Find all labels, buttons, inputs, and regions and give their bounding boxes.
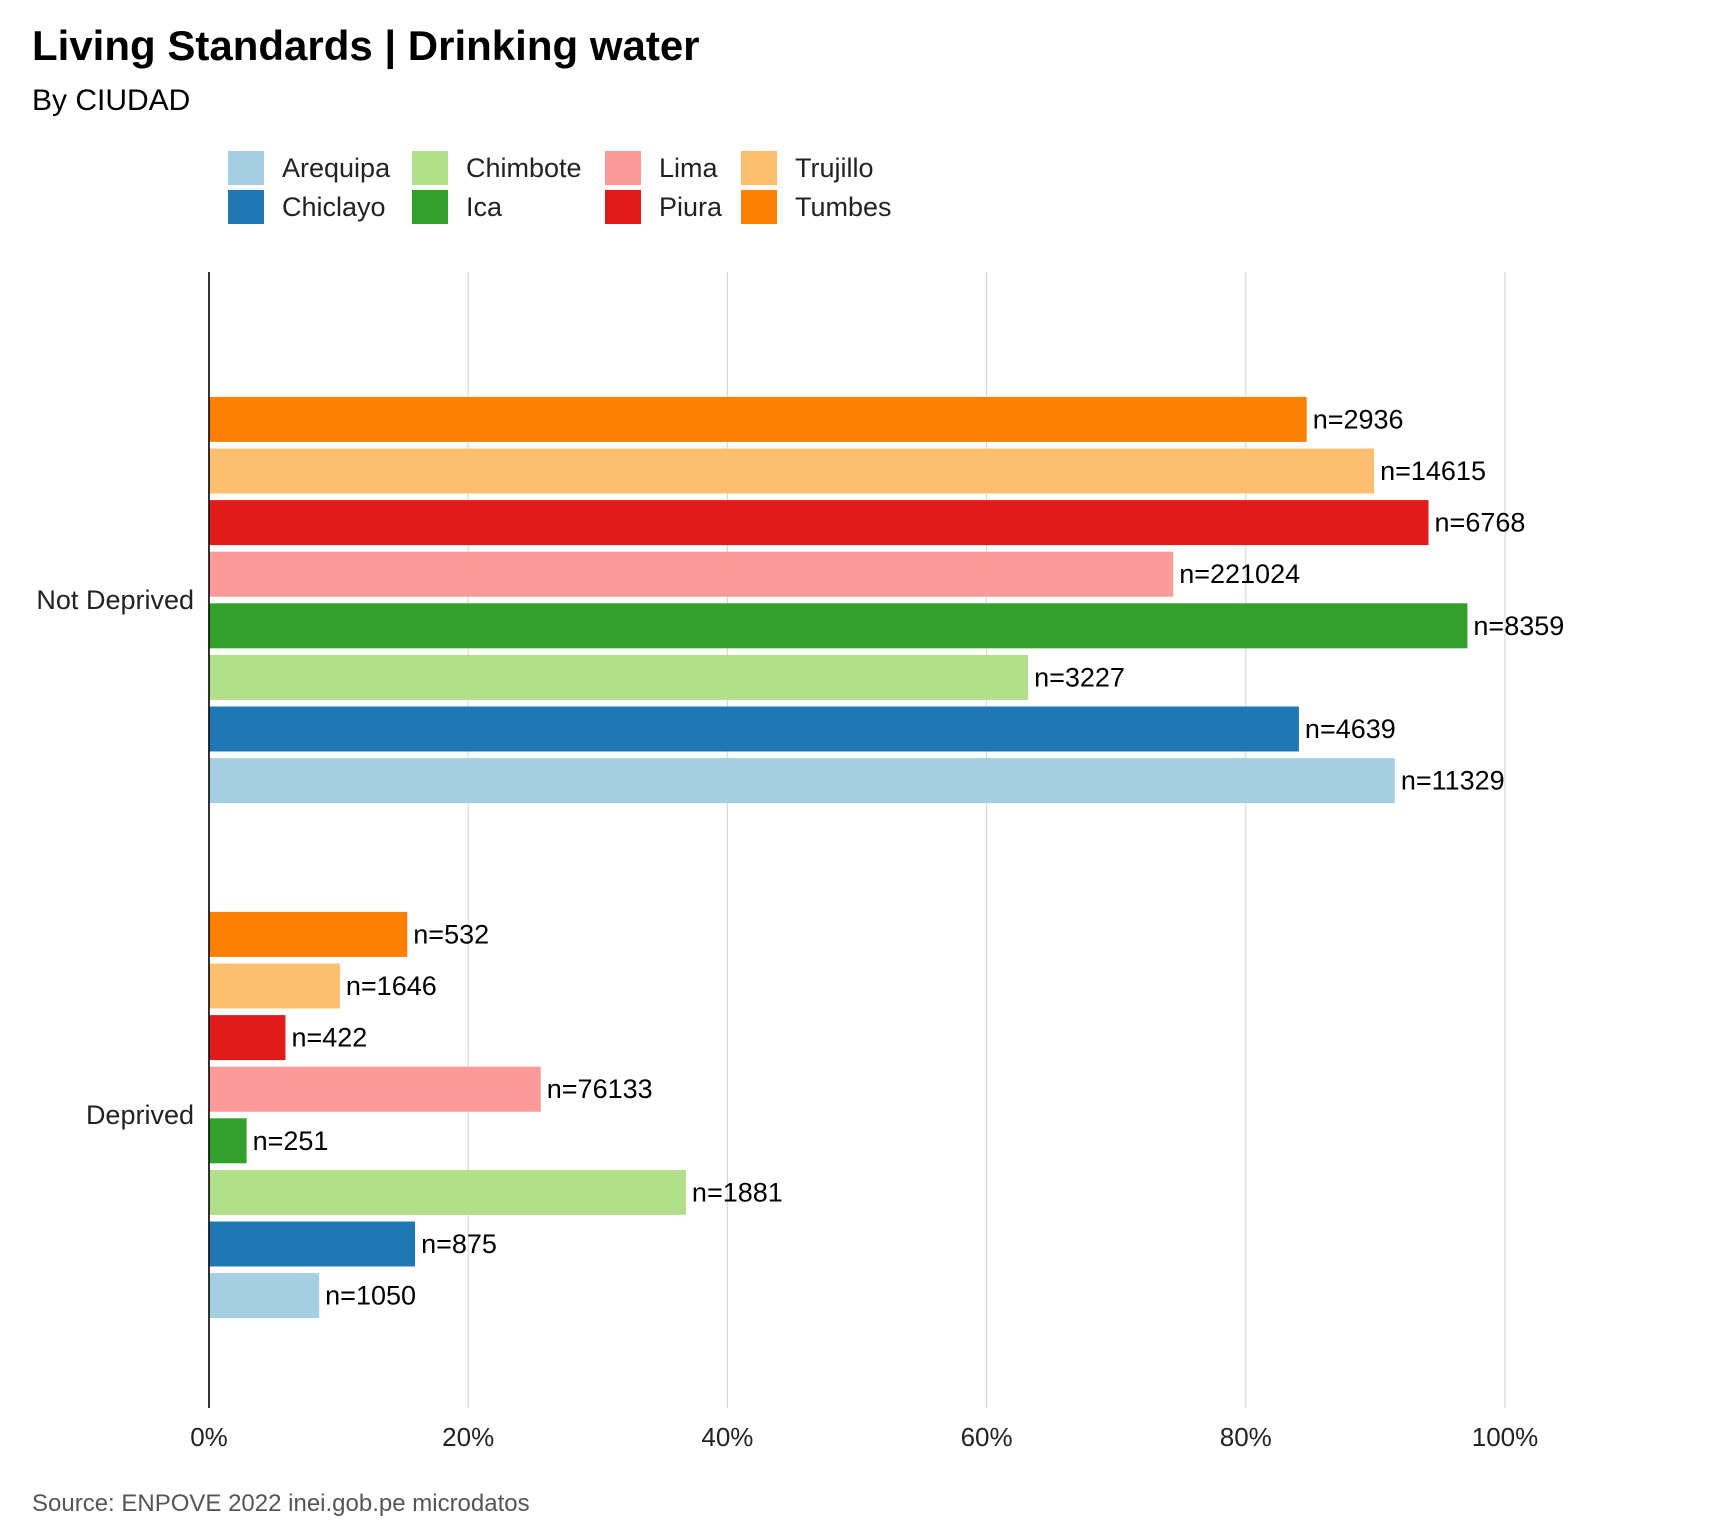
bar-not-deprived-chimbote bbox=[209, 654, 1029, 700]
legend-label-trujillo: Trujillo bbox=[795, 153, 874, 183]
bar-not-deprived-piura bbox=[209, 500, 1429, 546]
bar-deprived-chiclayo bbox=[209, 1221, 416, 1267]
axes: 0% 20% 40% 60% 80% 100% Not Deprived Deprived bbox=[36, 272, 1538, 1452]
data-label-not-deprived-tumbes: n=2936 bbox=[1313, 404, 1404, 434]
legend-swatch-trujillo bbox=[741, 151, 777, 185]
legend-swatch-arequipa bbox=[228, 151, 264, 185]
bar-deprived-arequipa bbox=[209, 1273, 320, 1319]
data-label-not-deprived-trujillo: n=14615 bbox=[1380, 456, 1486, 486]
x-tick-label-80: 80% bbox=[1220, 1422, 1272, 1452]
data-label-not-deprived-chimbote: n=3227 bbox=[1034, 662, 1125, 692]
data-label-not-deprived-lima: n=221024 bbox=[1179, 559, 1300, 589]
data-label-deprived-chiclayo: n=875 bbox=[421, 1229, 497, 1259]
bar-deprived-chimbote bbox=[209, 1169, 686, 1215]
legend-swatch-chimbote bbox=[412, 151, 448, 185]
chart-source: Source: ENPOVE 2022 inei.gob.pe microdat… bbox=[32, 1490, 530, 1517]
y-tick-label-deprived: Deprived bbox=[86, 1100, 194, 1130]
bar-deprived-lima bbox=[209, 1066, 541, 1112]
legend-label-chimbote: Chimbote bbox=[466, 153, 582, 183]
x-tick-label-40: 40% bbox=[701, 1422, 753, 1452]
data-label-deprived-arequipa: n=1050 bbox=[325, 1281, 416, 1311]
bar-not-deprived-trujillo bbox=[209, 448, 1375, 494]
data-label-deprived-lima: n=76133 bbox=[547, 1074, 653, 1104]
bar-deprived-trujillo bbox=[209, 963, 340, 1009]
data-label-deprived-chimbote: n=1881 bbox=[692, 1177, 783, 1207]
chart-subtitle: By CIUDAD bbox=[32, 84, 191, 117]
bar-not-deprived-lima bbox=[209, 551, 1174, 597]
legend-swatch-ica bbox=[412, 190, 448, 224]
data-label-not-deprived-piura: n=6768 bbox=[1435, 508, 1526, 538]
legend-swatch-tumbes bbox=[741, 190, 777, 224]
data-label-deprived-tumbes: n=532 bbox=[413, 919, 489, 949]
legend: Arequipa Chiclayo Chimbote Ica Lima Piura Truj… bbox=[228, 151, 892, 224]
data-label-not-deprived-ica: n=8359 bbox=[1473, 611, 1564, 641]
data-label-not-deprived-arequipa: n=11329 bbox=[1401, 766, 1505, 796]
bar-not-deprived-ica bbox=[209, 603, 1468, 649]
bar-deprived-piura bbox=[209, 1015, 286, 1061]
legend-label-lima: Lima bbox=[659, 153, 719, 183]
legend-label-chiclayo: Chiclayo bbox=[282, 192, 386, 222]
bar-deprived-ica bbox=[209, 1118, 247, 1164]
data-label-deprived-ica: n=251 bbox=[253, 1126, 329, 1156]
data-label-not-deprived-chiclayo: n=4639 bbox=[1305, 714, 1396, 744]
chart-title: Living Standards | Drinking water bbox=[32, 22, 700, 69]
x-tick-label-0: 0% bbox=[190, 1422, 228, 1452]
legend-label-arequipa: Arequipa bbox=[282, 153, 391, 183]
x-tick-label-100: 100% bbox=[1472, 1422, 1539, 1452]
legend-label-ica: Ica bbox=[466, 192, 503, 222]
legend-label-tumbes: Tumbes bbox=[795, 192, 892, 222]
legend-swatch-chiclayo bbox=[228, 190, 264, 224]
bar-deprived-tumbes bbox=[209, 911, 408, 957]
data-label-deprived-piura: n=422 bbox=[291, 1023, 367, 1053]
bars bbox=[209, 396, 1468, 1319]
y-tick-label-not-deprived: Not Deprived bbox=[36, 585, 194, 615]
legend-swatch-lima bbox=[605, 151, 641, 185]
x-tick-label-60: 60% bbox=[961, 1422, 1013, 1452]
legend-swatch-piura bbox=[605, 190, 641, 224]
x-tick-label-20: 20% bbox=[442, 1422, 494, 1452]
bar-not-deprived-tumbes bbox=[209, 396, 1307, 442]
data-label-deprived-trujillo: n=1646 bbox=[346, 971, 437, 1001]
legend-label-piura: Piura bbox=[659, 192, 723, 222]
bar-not-deprived-chiclayo bbox=[209, 706, 1299, 752]
grid-lines bbox=[467, 272, 1506, 1408]
bar-not-deprived-arequipa bbox=[209, 758, 1395, 804]
